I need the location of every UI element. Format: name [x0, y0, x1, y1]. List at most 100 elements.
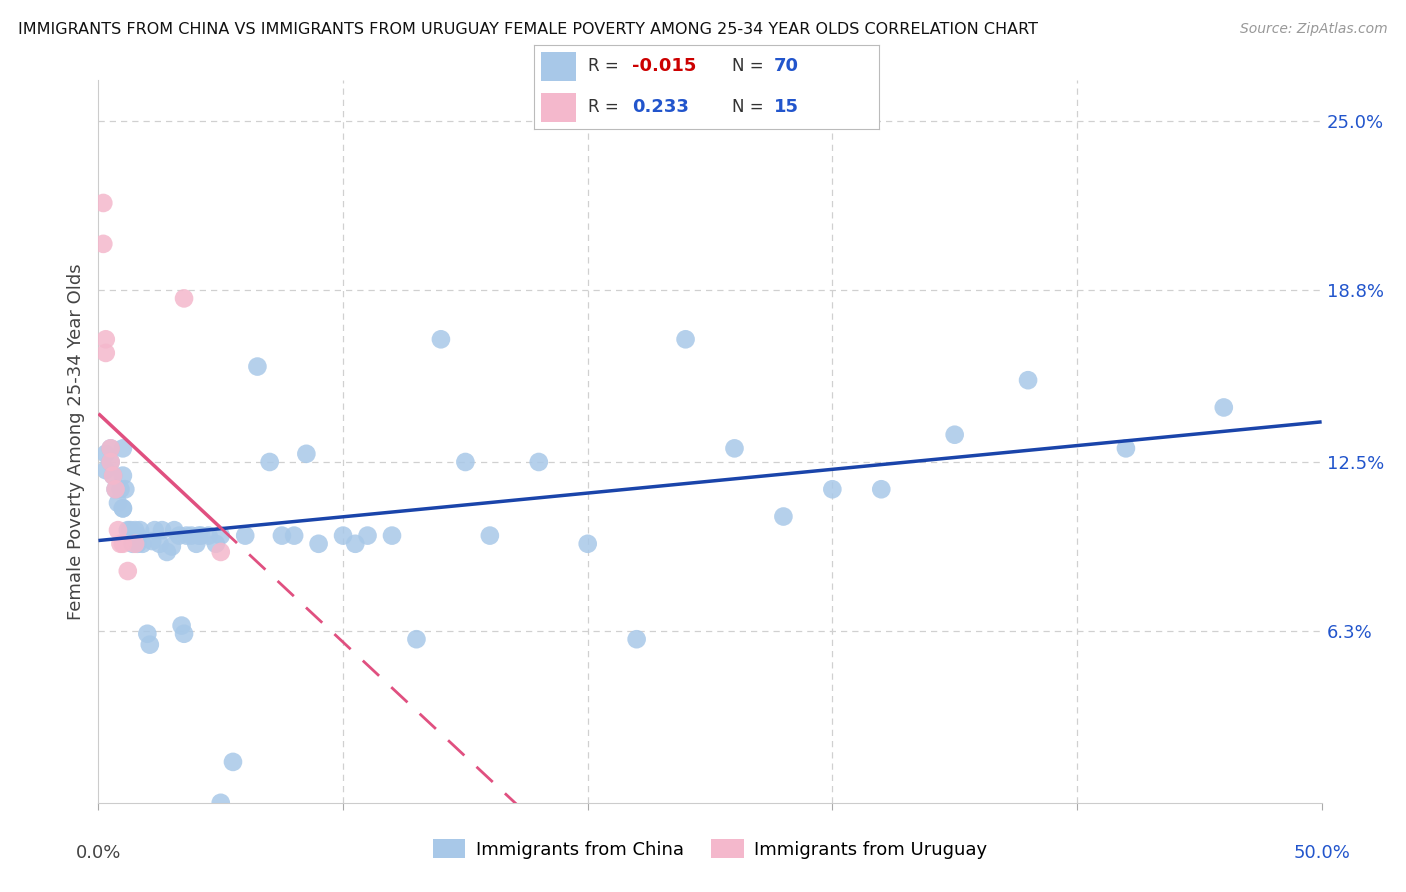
Point [163, 523, 186, 537]
Point [270, 528, 294, 542]
Point [149, 537, 172, 551]
Point [1115, 442, 1137, 456]
Bar [541, 53, 575, 81]
Point [723, 442, 745, 456]
Point [283, 528, 305, 542]
Point [1017, 373, 1039, 387]
Point [454, 455, 477, 469]
Text: R =: R = [588, 98, 628, 116]
Point [870, 482, 893, 496]
Point [117, 523, 139, 537]
Point [101, 468, 124, 483]
Point [110, 482, 132, 496]
Point [160, 540, 183, 554]
Point [94, 463, 117, 477]
Point [332, 528, 354, 542]
Point [136, 626, 159, 640]
Point [478, 528, 501, 542]
Point [381, 528, 404, 542]
Point [114, 482, 136, 496]
Text: 15: 15 [773, 98, 799, 116]
Text: 50.0%: 50.0% [1294, 844, 1350, 862]
Point [772, 509, 794, 524]
Point [205, 537, 228, 551]
Point [675, 332, 697, 346]
Point [190, 528, 212, 542]
Legend: Immigrants from China, Immigrants from Uruguay: Immigrants from China, Immigrants from U… [426, 832, 994, 866]
Point [100, 455, 122, 469]
Bar [541, 93, 575, 121]
Text: 70: 70 [773, 57, 799, 75]
Point [156, 545, 179, 559]
Point [91, 196, 114, 211]
Point [104, 482, 127, 496]
Point [141, 534, 163, 549]
Point [173, 292, 195, 306]
Point [127, 537, 149, 551]
Text: -0.015: -0.015 [633, 57, 697, 75]
Point [405, 632, 427, 647]
Text: N =: N = [733, 98, 769, 116]
Point [821, 482, 844, 496]
Point [110, 537, 132, 551]
Point [120, 523, 142, 537]
Point [100, 442, 122, 456]
Point [104, 482, 127, 496]
Point [186, 537, 208, 551]
Point [94, 447, 117, 461]
Text: N =: N = [733, 57, 769, 75]
Point [94, 332, 117, 346]
Point [127, 528, 149, 542]
Point [107, 496, 129, 510]
Point [259, 455, 281, 469]
Point [100, 442, 122, 456]
Text: 0.233: 0.233 [633, 98, 689, 116]
Point [139, 638, 162, 652]
Point [150, 523, 173, 537]
Point [167, 528, 190, 542]
Point [246, 359, 269, 374]
Point [197, 528, 219, 542]
Point [124, 523, 146, 537]
Point [107, 523, 129, 537]
Point [111, 442, 134, 456]
Point [430, 332, 453, 346]
Y-axis label: Female Poverty Among 25-34 Year Olds: Female Poverty Among 25-34 Year Olds [66, 263, 84, 620]
Point [187, 528, 209, 542]
Point [143, 523, 166, 537]
Point [170, 618, 193, 632]
Point [209, 528, 232, 542]
Text: 0.0%: 0.0% [76, 844, 121, 862]
Point [356, 528, 378, 542]
Point [527, 455, 550, 469]
Text: IMMIGRANTS FROM CHINA VS IMMIGRANTS FROM URUGUAY FEMALE POVERTY AMONG 25-34 YEAR: IMMIGRANTS FROM CHINA VS IMMIGRANTS FROM… [18, 22, 1038, 37]
Point [129, 523, 152, 537]
Point [94, 346, 117, 360]
Point [91, 236, 114, 251]
Point [209, 545, 232, 559]
Point [111, 501, 134, 516]
Point [176, 528, 198, 542]
Point [222, 755, 245, 769]
Point [111, 468, 134, 483]
Point [209, 796, 232, 810]
Point [100, 455, 122, 469]
Point [576, 537, 599, 551]
Point [111, 501, 134, 516]
Text: R =: R = [588, 57, 624, 75]
Text: Source: ZipAtlas.com: Source: ZipAtlas.com [1240, 22, 1388, 37]
Point [344, 537, 367, 551]
Point [943, 427, 966, 442]
Point [131, 537, 153, 551]
Point [180, 528, 202, 542]
Point [1212, 401, 1234, 415]
Point [117, 564, 139, 578]
Point [121, 537, 143, 551]
Point [111, 537, 134, 551]
Point [295, 447, 318, 461]
Point [124, 537, 146, 551]
Point [101, 468, 124, 483]
Point [233, 528, 256, 542]
Point [308, 537, 330, 551]
Point [626, 632, 648, 647]
